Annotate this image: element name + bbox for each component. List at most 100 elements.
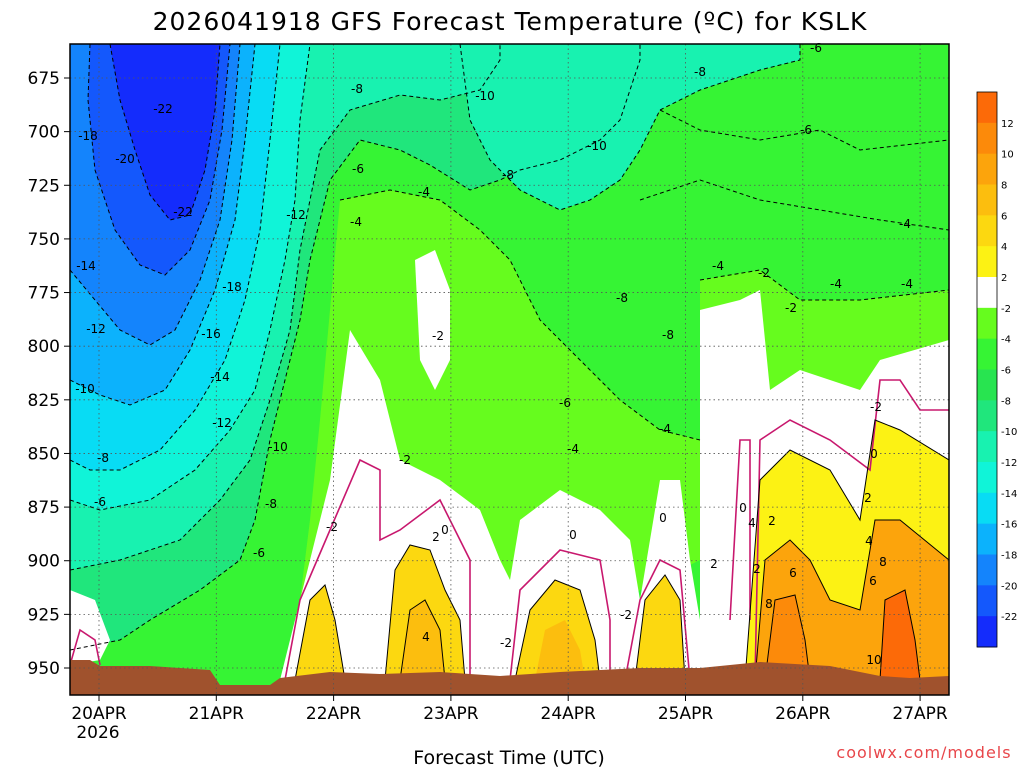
contour-value-label: -6: [352, 162, 364, 176]
colorbar-label: -20: [1001, 581, 1017, 592]
contour-line: [294, 584, 346, 681]
contour-line: [459, 44, 801, 211]
y-tick-label: 825: [28, 391, 60, 411]
colorbar-swatch: [977, 92, 997, 124]
surface-terrain: [70, 660, 949, 695]
contour-value-label: -4: [830, 277, 842, 291]
credit-text[interactable]: coolwx.com/models: [836, 743, 1011, 762]
contour-value-label: -8: [662, 328, 674, 342]
contour-value-label: 6: [789, 566, 797, 580]
contour-value-label: -2: [620, 608, 632, 622]
contour-value-label: -4: [712, 259, 724, 273]
colorbar-swatch: [977, 616, 997, 648]
field-warm-4: [635, 575, 685, 680]
contour-value-label: 2: [432, 530, 440, 544]
contour-value-label: -8: [694, 65, 706, 79]
contour-value-label: -4: [659, 422, 671, 436]
contour-value-label: -6: [559, 396, 571, 410]
x-tick-label: 26APR: [775, 704, 831, 724]
contour-value-label: -8: [265, 497, 277, 511]
contour-value-label: -8: [351, 82, 363, 96]
contour-value-label: -14: [76, 259, 96, 273]
field-core-5: [880, 590, 920, 680]
contour-value-label: -8: [502, 168, 514, 182]
contour-value-label: 4: [865, 534, 873, 548]
colorbar-swatch: [977, 554, 997, 586]
contour-value-label: -6: [800, 123, 812, 137]
contour-value-label: -20: [115, 152, 135, 166]
contour-value-label: -2: [870, 400, 882, 414]
contour-line: [70, 44, 256, 406]
colorbar-label: 4: [1001, 242, 1007, 253]
colorbar-label: -6: [1001, 366, 1011, 377]
field-zero-left: [70, 590, 110, 665]
colorbar-swatch: [977, 462, 997, 494]
contour-line: [514, 579, 601, 681]
contour-value-label: -2: [758, 266, 770, 280]
contour-value-label: -8: [97, 451, 109, 465]
plot-frame: [69, 43, 950, 696]
contour-value-label: 4: [422, 630, 430, 644]
contour-value-label: -4: [567, 442, 579, 456]
y-tick-label: 775: [28, 284, 60, 304]
zero-line: [284, 458, 471, 681]
contour-line: [639, 179, 949, 231]
contour-value-label: 0: [739, 501, 747, 515]
x-axis: 20APR 21APR 22APR 23APR 24APR 25APR 26APR 27APR: [71, 695, 948, 724]
colorbar-label: -10: [1001, 427, 1017, 438]
x-tick-label: 21APR: [189, 704, 245, 724]
plot-area: [70, 44, 949, 695]
y-tick-label: 875: [28, 498, 60, 518]
contour-value-label: -2: [432, 329, 444, 343]
colorbar-swatch: [977, 400, 997, 432]
colorbar-label: 2: [1001, 273, 1007, 284]
y-tick-label: 700: [28, 123, 60, 143]
x-tick-label: 23APR: [423, 704, 479, 724]
contour-line: [399, 599, 446, 681]
colorbar-swatch: [977, 277, 997, 309]
contour-line: [70, 44, 241, 346]
colorbar-swatch: [977, 215, 997, 247]
field-zero-pocket: [415, 250, 450, 390]
contour-value-label: -8: [616, 291, 628, 305]
colorbar-swatch: [977, 369, 997, 401]
colorbar-swatch: [977, 246, 997, 278]
colorbar-swatch: [977, 122, 997, 155]
contour-value-label: 0: [569, 528, 577, 542]
y-tick-label: 675: [28, 69, 60, 89]
contour-value-label: 0: [870, 447, 878, 461]
contour-value-label: -6: [94, 495, 106, 509]
contour-value-label: 2: [864, 491, 872, 505]
colorbar-label: -16: [1001, 520, 1017, 531]
zero-contours: [70, 379, 949, 681]
y-tick-label: 750: [28, 230, 60, 250]
colorbar-label: -14: [1001, 489, 1017, 500]
y-tick-label: 725: [28, 176, 60, 196]
y-tick-label: 900: [28, 552, 60, 572]
contour-value-label: -18: [222, 280, 242, 294]
colorbar-swatch: [977, 523, 997, 555]
contour-line: [70, 44, 641, 651]
contour-value-label: -18: [78, 129, 98, 143]
contour-value-label: -12: [286, 208, 306, 222]
field-core-4: [765, 595, 810, 680]
colorbar-swatch: [977, 431, 997, 463]
y-tick-label: 925: [28, 605, 60, 625]
contour-labels: -22-22-20-18-18-16-14-14-12-12-12-10-10-…: [75, 41, 913, 667]
x-tick-label: 20APR: [71, 704, 127, 724]
y-tick-label: 850: [28, 444, 60, 464]
contour-value-label: -12: [212, 416, 232, 430]
contour-value-label: 8: [879, 555, 887, 569]
colorbar-label: -2: [1001, 304, 1011, 315]
contour-value-label: -4: [899, 217, 911, 231]
field-minus10-upper: [460, 44, 800, 210]
contour-value-label: -2: [399, 453, 411, 467]
grid: [70, 44, 949, 695]
field-warm-1: [295, 585, 345, 680]
x-year-label: 2026: [76, 723, 119, 743]
contour-line: [384, 544, 466, 681]
y-axis: 675 700 725 750 775 800 825 850 875 900 925 950: [28, 69, 70, 679]
y-tick-label: 800: [28, 337, 60, 357]
field-zero-band: [280, 330, 700, 680]
